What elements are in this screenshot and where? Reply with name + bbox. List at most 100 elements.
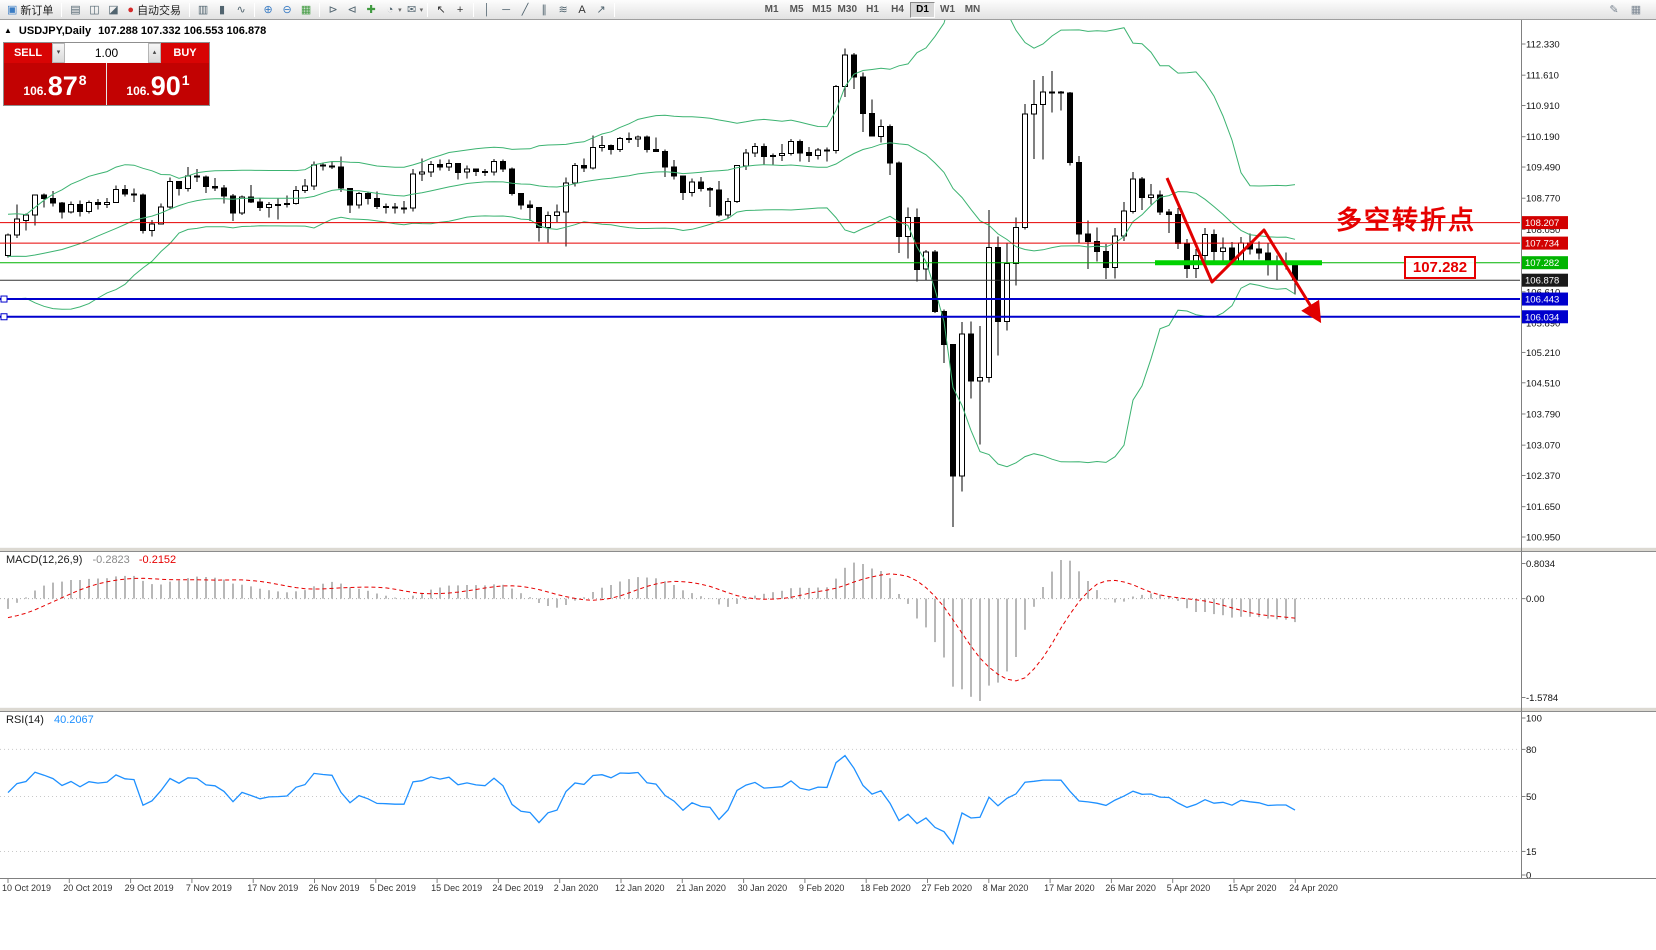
crosshair-icon[interactable]: +	[456, 3, 464, 16]
volume-up-button[interactable]: ▴	[148, 43, 161, 63]
auto-trading-icon: ●	[127, 3, 135, 16]
tf-button-m30[interactable]: M30	[837, 3, 857, 15]
fibonacci-icon[interactable]: ≋	[558, 3, 568, 16]
equidistant-channel-icon[interactable]: ∥	[541, 3, 547, 16]
chart-properties-icon[interactable]: ◪	[108, 3, 119, 16]
ask-pip-digit: 1	[181, 72, 190, 88]
sell-button[interactable]: 106. 87 8	[4, 63, 106, 105]
svg-text:108.770: 108.770	[1526, 194, 1560, 205]
horizontal-line-icon[interactable]: ─	[502, 3, 510, 16]
sell-label[interactable]: SELL	[4, 43, 52, 63]
toolbar-separator	[319, 2, 321, 17]
svg-text:109.490: 109.490	[1526, 163, 1560, 174]
svg-text:104.510: 104.510	[1526, 378, 1560, 389]
bid-prefix: 106.	[23, 84, 47, 98]
svg-text:108.050: 108.050	[1526, 225, 1560, 236]
svg-text:17 Mar 2020: 17 Mar 2020	[1044, 883, 1095, 893]
buy-button[interactable]: 106. 90 1	[107, 63, 209, 105]
tf-button-m1[interactable]: M1	[764, 3, 779, 15]
chevron-down-icon: ▾	[398, 6, 402, 14]
svg-text:100.950: 100.950	[1526, 533, 1560, 544]
tf-button-m5[interactable]: M5	[789, 3, 804, 15]
macd-signal-value: -0.2152	[138, 554, 177, 566]
price-callout-label[interactable]: 107.282	[1404, 256, 1476, 279]
tf-button-h4[interactable]: H4	[891, 3, 904, 15]
tf-button-m15[interactable]: M15	[812, 3, 832, 15]
svg-text:106.034: 106.034	[1525, 312, 1559, 323]
ask-big-digits: 90	[150, 71, 181, 101]
svg-text:21 Jan 2020: 21 Jan 2020	[676, 883, 726, 893]
panel-separator[interactable]	[0, 707, 1656, 712]
svg-text:107.282: 107.282	[1525, 258, 1559, 269]
tf-button-mn[interactable]: MN	[964, 3, 981, 15]
line-chart-mode-icon[interactable]: ∿	[236, 3, 246, 16]
bar-chart-mode-icon[interactable]: ▥	[197, 3, 209, 16]
svg-text:0.00: 0.00	[1526, 594, 1545, 605]
print-preview-icon[interactable]: ◫	[89, 3, 100, 16]
horizontal-lines[interactable]	[0, 222, 1520, 321]
volume-stepper: ▾ 1.00 ▴	[52, 43, 161, 63]
svg-text:2 Jan 2020: 2 Jan 2020	[554, 883, 599, 893]
svg-text:108.207: 108.207	[1525, 218, 1559, 229]
auto-scroll-icon[interactable]: ⊳	[328, 3, 338, 16]
price-chart[interactable]: 112.330 111.610 110.910 110.190 109.490 108.7…	[0, 20, 1656, 900]
buy-label[interactable]: BUY	[161, 43, 209, 63]
svg-text:107.734: 107.734	[1525, 239, 1559, 250]
svg-text:30 Jan 2020: 30 Jan 2020	[738, 883, 788, 893]
arrows-icon[interactable]: ↗	[596, 3, 606, 16]
add-indicator-icon[interactable]: ✚	[366, 3, 376, 16]
window-tile-icon[interactable]: ▦	[1630, 3, 1642, 16]
volume-input[interactable]: 1.00	[94, 46, 119, 60]
auto-trading-button[interactable]: ● 自动交易	[123, 2, 185, 18]
trendline-icon[interactable]: ╱	[521, 3, 529, 16]
svg-text:8 Mar 2020: 8 Mar 2020	[983, 883, 1029, 893]
timeframe-toolbar: M1 M5 M15 M30 H1 H4 D1 W1 MN	[759, 1, 985, 18]
svg-text:10 Oct 2019: 10 Oct 2019	[2, 883, 51, 893]
tf-button-h1[interactable]: H1	[866, 3, 879, 15]
chart-title: ▲ USDJPY,Daily 107.288 107.332 106.553 1…	[4, 25, 266, 37]
svg-text:105.890: 105.890	[1526, 318, 1560, 329]
svg-text:15 Apr 2020: 15 Apr 2020	[1228, 883, 1277, 893]
svg-text:103.790: 103.790	[1526, 409, 1560, 420]
vertical-line-icon[interactable]: │	[483, 3, 491, 16]
candlestick-mode-icon[interactable]: ▮	[219, 3, 226, 16]
bollinger-bands	[7, 20, 1296, 468]
tf-button-d1[interactable]: D1	[910, 1, 935, 18]
rsi-value: 40.2067	[53, 714, 94, 726]
chart-ohlc: 107.288 107.332 106.553 106.878	[98, 25, 267, 37]
svg-text:110.910: 110.910	[1526, 101, 1560, 112]
toolbar-separator	[254, 2, 256, 17]
tf-button-w1[interactable]: W1	[940, 3, 955, 15]
macd-indicator-header: MACD(12,26,9) -0.2823 -0.2152	[6, 554, 176, 566]
text-label-icon[interactable]: A	[578, 3, 586, 16]
svg-text:112.330: 112.330	[1526, 40, 1560, 51]
trend-arrow[interactable]	[1165, 177, 1322, 324]
toolbar-separator	[61, 2, 63, 17]
svg-text:106.443: 106.443	[1525, 295, 1559, 306]
panel-separator[interactable]	[0, 547, 1656, 552]
volume-down-button[interactable]: ▾	[52, 43, 65, 63]
tile-windows-icon[interactable]: ▦	[300, 3, 312, 16]
periods-icon: ◔	[386, 3, 394, 16]
svg-text:29 Oct 2019: 29 Oct 2019	[125, 883, 174, 893]
svg-text:18 Feb 2020: 18 Feb 2020	[860, 883, 911, 893]
turning-point-annotation[interactable]: 多空转折点	[1336, 205, 1477, 235]
new-order-button[interactable]: ▣ 新订单	[3, 2, 57, 18]
rsi-label: RSI(14)	[6, 714, 44, 726]
zoom-in-icon[interactable]: ⊕	[263, 3, 273, 16]
cursor-icon[interactable]: ↖	[436, 3, 446, 16]
svg-text:106.878: 106.878	[1525, 276, 1559, 287]
templates-dropdown[interactable]: ✉ ▾	[403, 2, 423, 18]
macd-label: MACD(12,26,9)	[6, 554, 83, 566]
print-icon[interactable]: ▤	[70, 3, 81, 16]
svg-text:101.650: 101.650	[1526, 502, 1560, 513]
svg-text:-1.5784: -1.5784	[1526, 693, 1558, 704]
svg-text:17 Nov 2019: 17 Nov 2019	[247, 883, 298, 893]
macd-plot	[0, 560, 1520, 701]
new-order-icon: ▣	[7, 4, 18, 16]
chart-shift-icon[interactable]: ⊲	[347, 3, 357, 16]
periods-dropdown[interactable]: ◔ ▾	[381, 2, 402, 18]
one-click-collapse-arrow[interactable]: ▲	[4, 26, 12, 35]
quick-edit-icon[interactable]: ✎	[1609, 3, 1619, 16]
zoom-out-icon[interactable]: ⊖	[282, 3, 292, 16]
